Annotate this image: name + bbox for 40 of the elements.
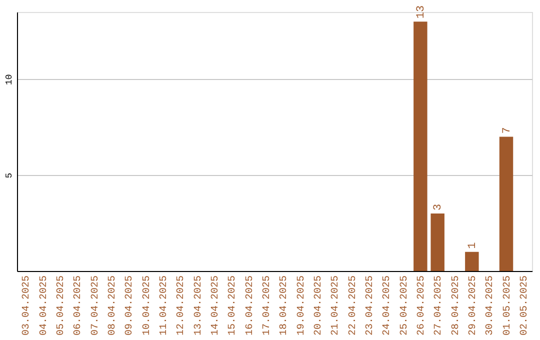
x-tick-label: 01.05.2025 xyxy=(502,276,514,336)
x-tick-label: 14.04.2025 xyxy=(210,276,222,336)
x-tick-label: 07.04.2025 xyxy=(90,276,102,336)
x-tick-label: 06.04.2025 xyxy=(73,276,84,336)
x-tick-label: 10.04.2025 xyxy=(142,276,153,336)
data-label: 13 xyxy=(415,5,428,19)
x-tick-label: 19.04.2025 xyxy=(296,276,308,336)
x-tick-label: 22.04.2025 xyxy=(348,276,359,336)
x-tick-label: 18.04.2025 xyxy=(279,276,290,336)
x-tick-label: 17.04.2025 xyxy=(262,276,273,336)
x-tick-label: 27.04.2025 xyxy=(434,276,445,336)
bar xyxy=(414,22,428,271)
x-tick-label: 03.04.2025 xyxy=(22,276,33,336)
x-tick-label: 05.04.2025 xyxy=(56,276,67,336)
bar xyxy=(465,252,479,271)
x-tick-label: 15.04.2025 xyxy=(228,276,239,336)
data-label: 7 xyxy=(501,127,514,134)
x-tick-label: 30.04.2025 xyxy=(485,276,496,336)
bar xyxy=(499,136,514,271)
x-tick-label: 11.04.2025 xyxy=(158,276,170,336)
data-label: 1 xyxy=(466,242,479,249)
x-tick-label: 12.04.2025 xyxy=(176,276,188,336)
x-tick-label: 24.04.2025 xyxy=(382,276,394,336)
x-tick-label: 23.04.2025 xyxy=(364,276,376,336)
y-tick-label: 5 xyxy=(4,172,14,178)
x-tick-label: 25.04.2025 xyxy=(399,276,410,336)
x-tick-label: 04.04.2025 xyxy=(38,276,50,336)
x-tick-label: 16.04.2025 xyxy=(244,276,256,336)
x-tick-label: 09.04.2025 xyxy=(124,276,136,336)
x-tick-label: 20.04.2025 xyxy=(313,276,324,336)
y-tick-label: 10 xyxy=(4,74,14,86)
x-tick-label: 26.04.2025 xyxy=(416,276,428,336)
x-tick-label: 28.04.2025 xyxy=(450,276,462,336)
x-tick-label: 08.04.2025 xyxy=(107,276,118,336)
x-tick-label: 29.04.2025 xyxy=(468,276,479,336)
data-label: 3 xyxy=(432,204,445,210)
bar xyxy=(430,213,444,271)
x-tick-label: 13.04.2025 xyxy=(193,276,204,336)
x-tick-label: 21.04.2025 xyxy=(330,276,342,336)
x-tick-label: 02.05.2025 xyxy=(519,276,530,336)
